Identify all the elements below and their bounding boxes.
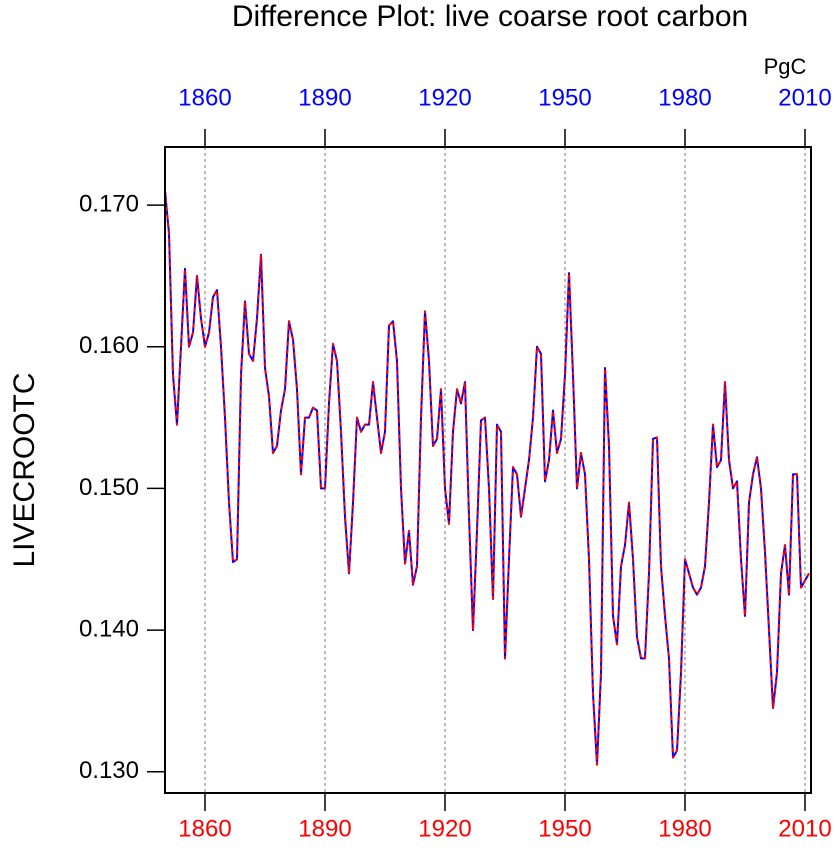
x-tick-label: 1980 [658,815,711,842]
plot-frame [164,146,812,794]
y-tick-label: 0.170 [79,190,139,217]
series-line [164,190,810,766]
x-tick-label: 1950 [538,815,591,842]
y-tick-label: 0.130 [79,757,139,784]
x-top-tick-label: 1860 [178,84,231,111]
x-tick-label: 2010 [778,815,831,842]
x-tick-label: 1920 [418,815,471,842]
x-top-tick-label: 1980 [658,84,711,111]
x-tick-label: 1890 [298,815,351,842]
x-top-tick-label: 1890 [298,84,351,111]
y-tick-label: 0.160 [79,332,139,359]
units-label: PgC [764,54,807,79]
x-top-tick-label: 2010 [778,84,831,111]
chart-title: Difference Plot: live coarse root carbon [232,0,748,33]
y-tick-label: 0.150 [79,474,139,501]
x-top-tick-label: 1950 [538,84,591,111]
y-axis-label: LIVECROOTC [8,372,41,567]
y-tick-label: 0.140 [79,615,139,642]
x-tick-label: 1860 [178,815,231,842]
x-top-tick-label: 1920 [418,84,471,111]
